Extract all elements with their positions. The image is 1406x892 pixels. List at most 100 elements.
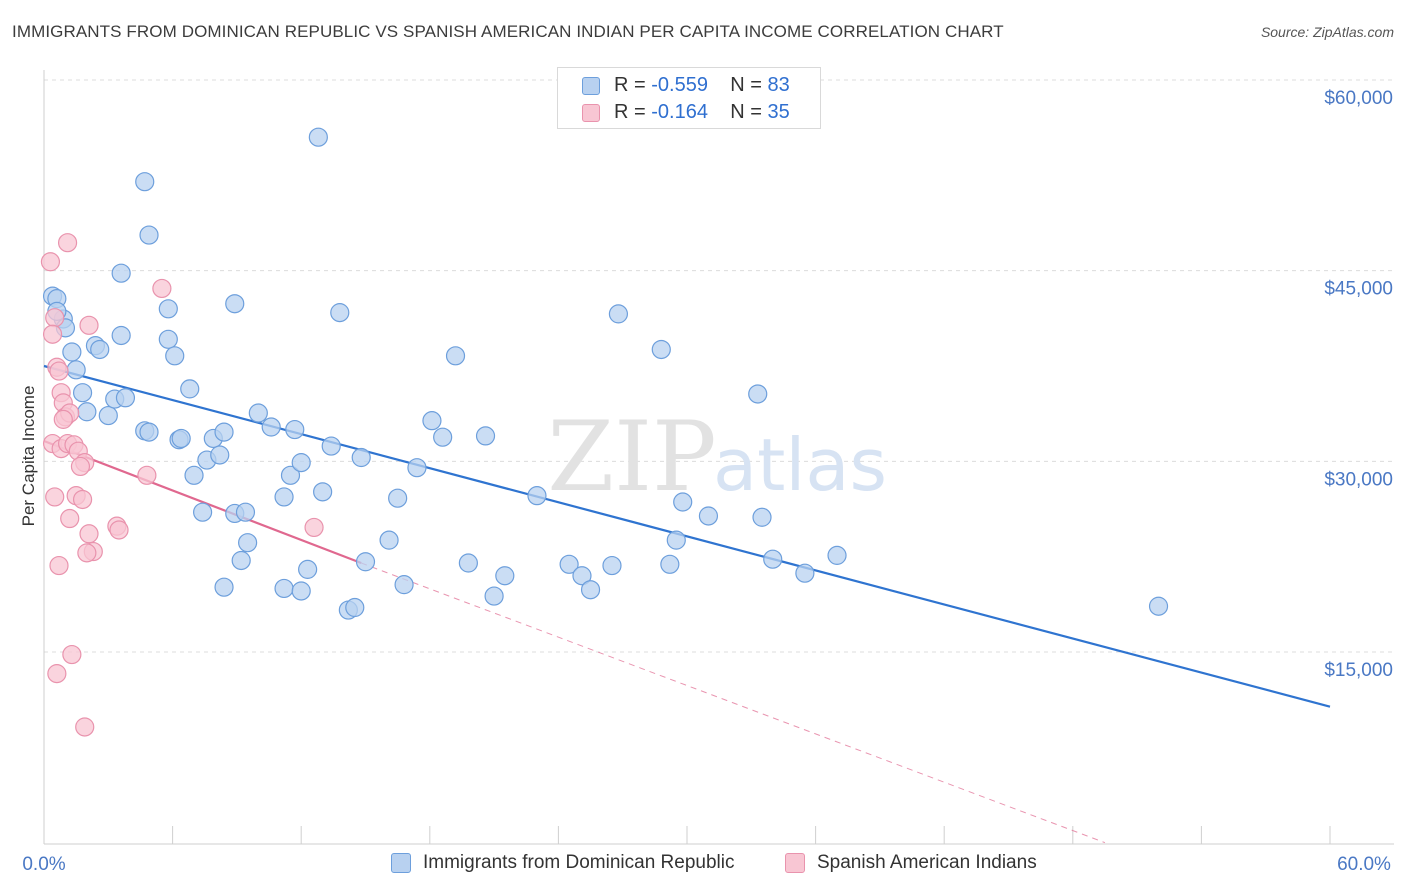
point-dominican[interactable] (291, 453, 311, 473)
r-label: R = (614, 101, 652, 123)
point-dominican[interactable] (261, 417, 281, 437)
point-dominican[interactable] (458, 553, 478, 573)
point-spanish-american-indian[interactable] (42, 324, 63, 344)
point-dominican[interactable] (77, 402, 97, 422)
point-dominican[interactable] (394, 575, 414, 595)
point-dominican[interactable] (193, 502, 213, 522)
point-dominican[interactable] (280, 465, 301, 485)
point-spanish-american-indian[interactable] (79, 524, 99, 544)
point-dominican[interactable] (165, 346, 185, 366)
trend-line-spanish-american-indian (43, 439, 362, 565)
point-dominican[interactable] (231, 550, 251, 571)
point-dominican[interactable] (475, 426, 496, 446)
point-dominican[interactable] (139, 422, 159, 442)
point-dominican[interactable] (379, 530, 399, 550)
point-dominican[interactable] (484, 586, 504, 606)
point-dominican[interactable] (422, 411, 442, 431)
point-dominican[interactable] (666, 530, 686, 550)
point-dominican[interactable] (225, 294, 245, 314)
point-dominican[interactable] (313, 482, 333, 502)
point-dominican[interactable] (135, 172, 155, 192)
point-dominican[interactable] (651, 339, 671, 360)
legend-label-spanish-american-indians: Spanish American Indians (817, 852, 1037, 873)
point-spanish-american-indian[interactable] (75, 717, 95, 737)
point-dominican[interactable] (158, 299, 178, 319)
point-spanish-american-indian[interactable] (137, 465, 157, 485)
point-dominican[interactable] (274, 487, 294, 507)
point-dominican[interactable] (90, 339, 110, 360)
point-dominican[interactable] (298, 559, 318, 579)
point-dominican[interactable] (572, 566, 592, 586)
point-dominican[interactable] (351, 447, 371, 468)
point-dominican[interactable] (330, 303, 350, 323)
point-dominican[interactable] (748, 384, 768, 404)
point-spanish-american-indian[interactable] (53, 409, 73, 429)
point-spanish-american-indian[interactable] (79, 315, 99, 335)
point-dominican[interactable] (698, 506, 719, 526)
point-dominican[interactable] (235, 502, 256, 522)
point-dominican[interactable] (308, 127, 328, 147)
point-dominican[interactable] (180, 379, 200, 399)
point-dominican[interactable] (238, 533, 258, 553)
point-spanish-american-indian[interactable] (47, 664, 67, 684)
point-dominican[interactable] (752, 507, 772, 527)
point-spanish-american-indian[interactable] (45, 487, 65, 507)
point-dominican[interactable] (388, 488, 408, 508)
watermark: ZIP atlas (547, 401, 887, 513)
point-spanish-american-indian[interactable] (77, 543, 97, 563)
point-dominican[interactable] (98, 405, 118, 426)
point-spanish-american-indian[interactable] (109, 520, 129, 540)
point-dominican[interactable] (214, 422, 234, 442)
point-dominican[interactable] (72, 383, 93, 403)
point-spanish-american-indian[interactable] (45, 308, 65, 328)
point-spanish-american-indian[interactable] (62, 644, 82, 665)
point-spanish-american-indian[interactable] (70, 456, 91, 477)
point-dominican[interactable] (660, 554, 680, 574)
point-dominican[interactable] (445, 346, 466, 366)
point-dominican[interactable] (407, 458, 427, 478)
point-dominican[interactable] (171, 428, 191, 449)
point-spanish-american-indian[interactable] (49, 555, 69, 576)
point-dominican[interactable] (158, 329, 178, 349)
point-dominican[interactable] (62, 342, 82, 362)
point-dominican[interactable] (433, 427, 453, 447)
point-dominican[interactable] (214, 577, 234, 597)
point-dominican[interactable] (210, 445, 230, 465)
point-dominican[interactable] (66, 360, 86, 380)
point-dominican[interactable] (795, 563, 815, 583)
point-dominican[interactable] (608, 304, 629, 324)
point-dominican[interactable] (274, 578, 294, 599)
point-dominican[interactable] (184, 465, 204, 485)
point-dominican[interactable] (115, 388, 136, 408)
point-spanish-american-indian[interactable] (304, 517, 324, 538)
point-dominican[interactable] (580, 580, 601, 600)
point-spanish-american-indian[interactable] (49, 361, 69, 381)
point-dominican[interactable] (345, 597, 365, 618)
point-spanish-american-indian[interactable] (60, 508, 80, 529)
n-value-blue: 83 (767, 74, 790, 96)
point-spanish-american-indian[interactable] (40, 252, 61, 272)
y-tick-label: $15,000 (1324, 660, 1393, 681)
point-dominican[interactable] (111, 325, 131, 346)
point-dominican[interactable] (285, 419, 305, 440)
point-dominican[interactable] (495, 566, 515, 586)
point-dominican[interactable] (673, 492, 693, 512)
point-dominican[interactable] (291, 581, 311, 601)
point-dominican[interactable] (602, 555, 622, 576)
point-dominican[interactable] (827, 545, 847, 565)
point-spanish-american-indian[interactable] (57, 233, 78, 253)
point-spanish-american-indian[interactable] (152, 278, 172, 299)
data-points (40, 127, 1169, 737)
point-dominican[interactable] (527, 486, 547, 506)
point-dominican[interactable] (321, 436, 341, 456)
point-dominican[interactable] (559, 554, 579, 574)
point-dominican[interactable] (355, 552, 376, 572)
point-dominican[interactable] (1148, 596, 1169, 616)
point-dominican[interactable] (763, 549, 783, 569)
trend-lines (43, 364, 1331, 844)
point-dominican[interactable] (111, 263, 131, 283)
point-dominican[interactable] (139, 225, 159, 245)
point-spanish-american-indian[interactable] (72, 489, 93, 510)
point-dominican[interactable] (248, 403, 268, 423)
correlation-legend: R = -0.559 N = 83 R = -0.164 N = 35 (557, 67, 821, 129)
